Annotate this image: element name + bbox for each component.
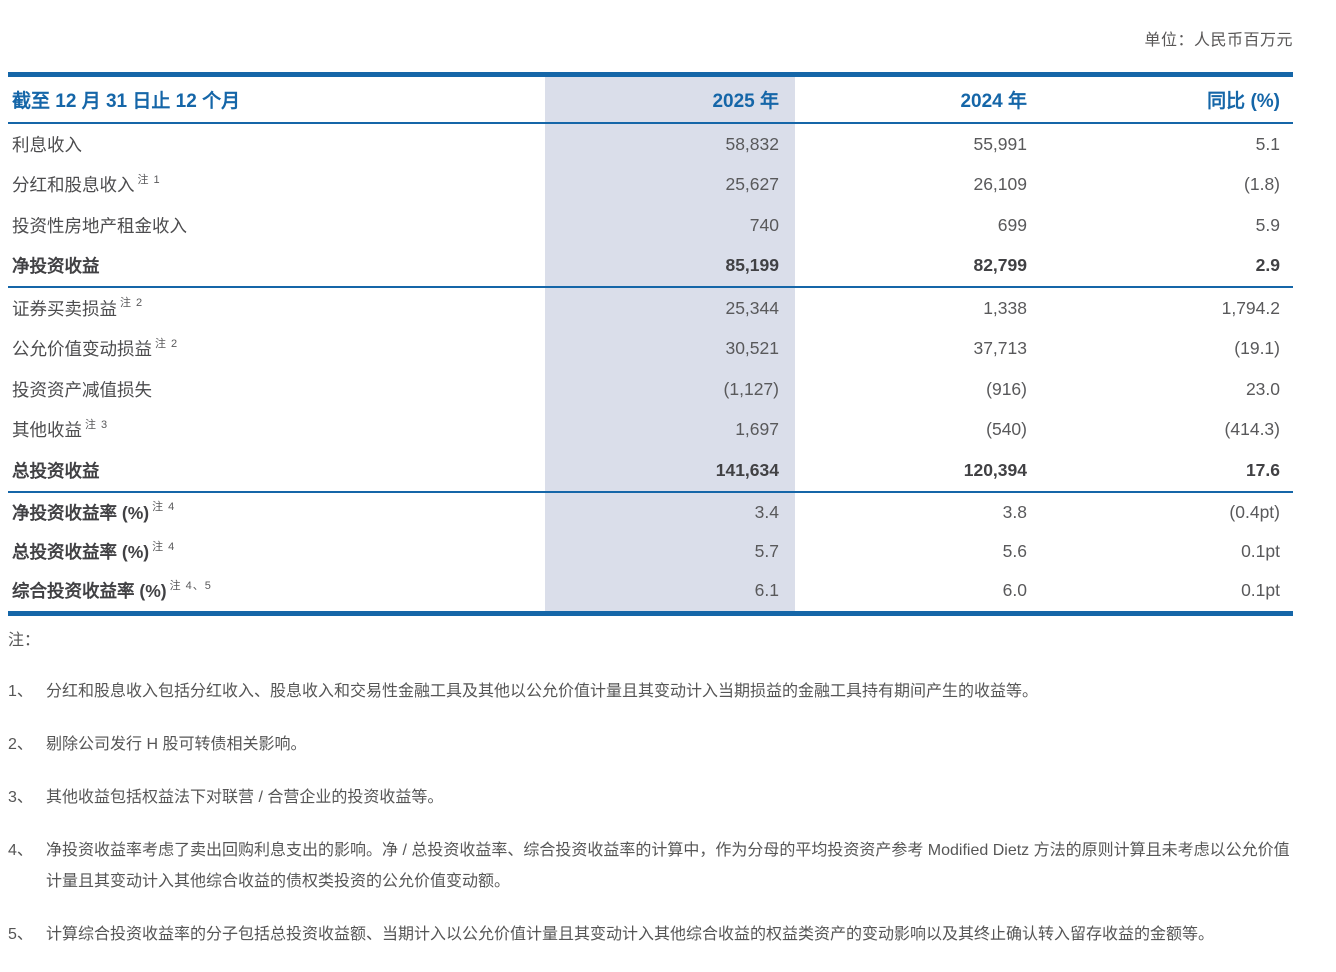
- footnote-number: 4、: [8, 842, 33, 859]
- value-yoy: 17.6: [1245, 459, 1280, 480]
- footnote-number: 1、: [8, 683, 33, 700]
- footnotes-section: 注： 1、 分红和股息收入包括分红收入、股息收入和交易性金融工具及其他以公允价值计…: [8, 626, 1293, 972]
- row-label: 公允价值变动损益注 2: [8, 329, 545, 370]
- value-2025: (1,127): [545, 369, 795, 410]
- row-label: 总投资收益率 (%) 注 4: [8, 532, 545, 571]
- value-yoy: (414.3): [1224, 419, 1280, 440]
- footnote-reference: 注 4: [152, 501, 176, 514]
- value-2024: 120,394: [963, 459, 1027, 480]
- value-2025: 25,344: [545, 288, 795, 329]
- value-2024: 26,109: [973, 174, 1027, 195]
- table-row: 其他收益注 3 1,697 (540) (414.3): [8, 409, 1293, 451]
- value-yoy: 0.1pt: [1241, 541, 1280, 562]
- footnote-number: 3、: [8, 789, 33, 806]
- row-label: 投资性房地产租金收入: [12, 215, 187, 236]
- row-label: 其他收益注 3: [8, 410, 545, 451]
- table-row: 投资资产减值损失 (1,127) (916) 23.0: [8, 369, 1293, 410]
- value-2025: 6.1: [545, 571, 795, 611]
- value-2024: (916): [986, 378, 1027, 399]
- table-row: 净投资收益 85,199 82,799 2.9: [8, 245, 1293, 286]
- value-2024: 1,338: [983, 297, 1027, 318]
- row-label: 证券买卖损益注 2: [8, 288, 545, 329]
- footnote-text: 剔除公司发行 H 股可转债相关影响。: [46, 736, 307, 753]
- table-header-row: 截至 12 月 31 日止 12 个月 2025 年 2024 年 同比 (%): [8, 77, 1293, 124]
- value-2025: 141,634: [545, 450, 795, 491]
- table-row: 分红和股息收入注 1 25,627 26,109 (1.8): [8, 164, 1293, 206]
- value-2025: 3.4: [545, 492, 795, 532]
- table-row: 总投资收益率 (%) 注 4 5.7 5.6 0.1pt: [8, 531, 1293, 572]
- table-row: 公允价值变动损益注 2 30,521 37,713 (19.1): [8, 328, 1293, 370]
- footnote-item: 1、 分红和股息收入包括分红收入、股息收入和交易性金融工具及其他以公允价值计量且其…: [8, 676, 1293, 707]
- table-row: 综合投资收益率 (%) 注 4、5 6.1 6.0 0.1pt: [8, 571, 1293, 611]
- footnote-reference: 注 3: [85, 418, 109, 431]
- table-row: 净投资收益率 (%) 注 4 3.4 3.8 (0.4pt): [8, 492, 1293, 532]
- value-2025: 58,832: [545, 124, 795, 165]
- value-yoy: 2.9: [1255, 255, 1280, 276]
- value-yoy: 23.0: [1245, 378, 1280, 399]
- header-col-yoy: 同比 (%): [1207, 91, 1280, 112]
- footnote-item: 2、 剔除公司发行 H 股可转债相关影响。: [8, 729, 1293, 760]
- footnote-text: 其他收益包括权益法下对联营 / 合营企业的投资收益等。: [46, 789, 444, 806]
- value-2024: 699: [997, 214, 1027, 235]
- value-yoy: (19.1): [1234, 338, 1280, 359]
- value-2024: (540): [986, 419, 1027, 440]
- row-label: 综合投资收益率 (%) 注 4、5: [8, 571, 545, 610]
- unit-note: 单位：人民币百万元: [1144, 32, 1293, 49]
- footnote-reference: 注 2: [120, 297, 144, 310]
- footnote-item: 3、 其他收益包括权益法下对联营 / 合营企业的投资收益等。: [8, 782, 1293, 813]
- footnote-number: 5、: [8, 926, 33, 943]
- value-2025: 1,697: [545, 409, 795, 450]
- header-col-2024: 2024 年: [960, 91, 1027, 112]
- row-label: 净投资收益: [12, 256, 100, 277]
- value-2024: 6.0: [1002, 580, 1027, 601]
- value-2025: 30,521: [545, 328, 795, 369]
- table-row: 总投资收益 141,634 120,394 17.6: [8, 450, 1293, 491]
- value-2025: 25,627: [545, 164, 795, 205]
- value-yoy: 5.1: [1255, 133, 1280, 154]
- value-yoy: (1.8): [1244, 174, 1280, 195]
- footnote-text: 计算综合投资收益率的分子包括总投资收益额、当期计入以公允价值计量且其变动计入其他…: [46, 926, 1215, 943]
- row-label: 净投资收益率 (%) 注 4: [8, 493, 545, 532]
- header-period: 截至 12 月 31 日止 12 个月: [12, 91, 241, 112]
- table-body: 利息收入 58,832 55,991 5.1 分红和股息收入注 1 25,627 26,10…: [8, 124, 1293, 616]
- footnote-reference: 注 1: [137, 173, 161, 186]
- footnotes-list: 1、 分红和股息收入包括分红收入、股息收入和交易性金融工具及其他以公允价值计量且其…: [8, 676, 1293, 950]
- row-label: 总投资收益: [12, 460, 100, 481]
- value-yoy: 0.1pt: [1241, 580, 1280, 601]
- row-label: 投资资产减值损失: [12, 379, 152, 400]
- footnote-item: 4、 净投资收益率考虑了卖出回购利息支出的影响。净 / 总投资收益率、综合投资收益…: [8, 835, 1293, 897]
- value-2024: 37,713: [973, 338, 1027, 359]
- table-row: 证券买卖损益注 2 25,344 1,338 1,794.2: [8, 288, 1293, 329]
- value-2025: 5.7: [545, 531, 795, 572]
- footnote-text: 分红和股息收入包括分红收入、股息收入和交易性金融工具及其他以公允价值计量且其变动…: [46, 683, 1039, 700]
- row-group: 证券买卖损益注 2 25,344 1,338 1,794.2 公允价值变动损益注 2 30…: [8, 288, 1293, 493]
- footnote-number: 2、: [8, 736, 33, 753]
- table-row: 利息收入 58,832 55,991 5.1: [8, 124, 1293, 165]
- row-group: 利息收入 58,832 55,991 5.1 分红和股息收入注 1 25,627 26,10…: [8, 124, 1293, 288]
- value-2024: 5.6: [1002, 541, 1027, 562]
- row-label: 分红和股息收入注 1: [8, 165, 545, 206]
- value-2024: 55,991: [973, 133, 1027, 154]
- investment-income-table: 截至 12 月 31 日止 12 个月 2025 年 2024 年 同比 (%)…: [8, 72, 1293, 616]
- footnote-reference: 注 4、5: [169, 579, 212, 592]
- value-2025: 740: [545, 205, 795, 246]
- footnote-item: 5、 计算综合投资收益率的分子包括总投资收益额、当期计入以公允价值计量且其变动计入…: [8, 919, 1293, 950]
- footnote-reference: 注 2: [155, 337, 179, 350]
- table-row: 投资性房地产租金收入 740 699 5.9: [8, 205, 1293, 246]
- value-yoy: (0.4pt): [1229, 501, 1280, 522]
- row-label: 利息收入: [12, 134, 82, 155]
- value-yoy: 5.9: [1255, 214, 1280, 235]
- footnote-text: 净投资收益率考虑了卖出回购利息支出的影响。净 / 总投资收益率、综合投资收益率的…: [46, 842, 1290, 890]
- value-2025: 85,199: [545, 245, 795, 286]
- footnote-reference: 注 4: [152, 540, 176, 553]
- value-2024: 82,799: [973, 255, 1027, 276]
- header-col-2025: 2025 年: [545, 77, 795, 122]
- value-2024: 3.8: [1002, 501, 1027, 522]
- value-yoy: 1,794.2: [1221, 297, 1280, 318]
- footnotes-title: 注：: [8, 632, 41, 649]
